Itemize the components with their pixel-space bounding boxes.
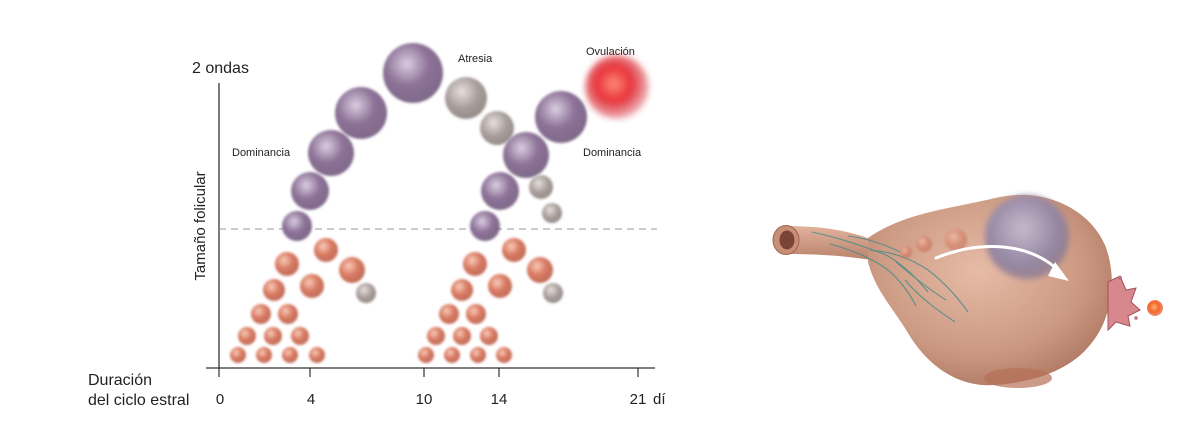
follicle-small-35: [502, 238, 526, 262]
follicle-small-6: [291, 327, 309, 345]
follicle-gray-21: [480, 111, 514, 145]
label-atresia: Atresia: [458, 53, 493, 65]
label-dominance-first-wave: Dominancia: [232, 147, 291, 159]
vessels: [811, 231, 969, 323]
follicle-small-2: [282, 347, 298, 363]
rupture-spot-1: [1118, 276, 1122, 280]
follicle-gray-19: [356, 283, 376, 303]
label-dominance-second-wave: Dominancia: [583, 147, 642, 159]
follicle-small-22: [418, 347, 434, 363]
oviduct-lumen: [779, 230, 795, 250]
ovulation-rupture-site: [1107, 275, 1141, 332]
follicle-small-34: [527, 257, 553, 283]
follicle-small-23: [444, 347, 460, 363]
x-axis-unit: dí: [653, 391, 666, 408]
follicle-small-7: [251, 304, 271, 324]
y-axis-label: Tamaño folicular: [192, 171, 209, 280]
follicle-small-4: [238, 327, 256, 345]
follicle-purple-15: [291, 172, 329, 210]
follicle-purple-16: [308, 130, 354, 176]
follicle-small-10: [300, 274, 324, 298]
follicle-markers: [230, 43, 649, 363]
x-tick-label-14: 14: [491, 391, 508, 408]
follicle-purple-17: [335, 87, 387, 139]
follicle-small-25: [496, 347, 512, 363]
follicle-small-31: [451, 279, 473, 301]
oviduct-tube: [786, 226, 882, 262]
released-oocyte-icon: [1147, 300, 1163, 316]
surface-follicle-small-1: [900, 246, 912, 258]
follicle-purple-37: [481, 172, 519, 210]
follicle-small-5: [264, 327, 282, 345]
follicle-small-8: [278, 304, 298, 324]
follicle-small-13: [314, 238, 338, 262]
follicle-small-33: [463, 252, 487, 276]
x-tick-label-0: 0: [216, 391, 224, 408]
rupture-spot-2: [1134, 316, 1138, 320]
follicle-gray-20: [445, 77, 487, 119]
follicle-small-24: [470, 347, 486, 363]
follicle-small-11: [275, 252, 299, 276]
x-axis-label-line2: del ciclo estral: [88, 392, 189, 409]
follicle-small-9: [263, 279, 285, 301]
follicle-gray-40: [543, 283, 563, 303]
follicle-small-3: [309, 347, 325, 363]
follicle-small-29: [439, 304, 459, 324]
x-tick-label-10: 10: [416, 391, 433, 408]
x-axis-label-line1: Duración: [88, 372, 152, 389]
ovary-underside-bulge: [984, 368, 1052, 388]
x-axis-tick-marks: [218, 368, 639, 377]
x-tick-label-4: 4: [307, 391, 315, 408]
x-tick-label-21: 21: [630, 391, 647, 408]
chart-title: 2 ondas: [192, 60, 249, 77]
follicle-small-32: [488, 274, 512, 298]
ovary-with-oviduct-illustration: [772, 194, 1163, 388]
follicle-purple-38: [503, 132, 549, 178]
follicle-purple-18: [383, 43, 443, 103]
surface-follicle-small-2: [916, 236, 932, 252]
dominant-follicle: [985, 195, 1069, 279]
curved-arrow-icon: [934, 244, 1062, 274]
follicle-purple-14: [282, 211, 312, 241]
follicle-red-43: [585, 55, 649, 119]
curved-arrow-head: [1048, 262, 1069, 281]
follicle-purple-39: [535, 91, 587, 143]
label-ovulation: Ovulación: [586, 46, 635, 58]
surface-follicle-small-3: [945, 229, 967, 251]
follicle-gray-42: [542, 203, 562, 223]
follicle-small-27: [453, 327, 471, 345]
follicle-small-28: [480, 327, 498, 345]
follicle-gray-41: [529, 175, 553, 199]
follicle-small-30: [466, 304, 486, 324]
follicle-small-26: [427, 327, 445, 345]
follicle-small-12: [339, 257, 365, 283]
follicle-purple-36: [470, 211, 500, 241]
follicle-small-0: [230, 347, 246, 363]
follicle-small-1: [256, 347, 272, 363]
